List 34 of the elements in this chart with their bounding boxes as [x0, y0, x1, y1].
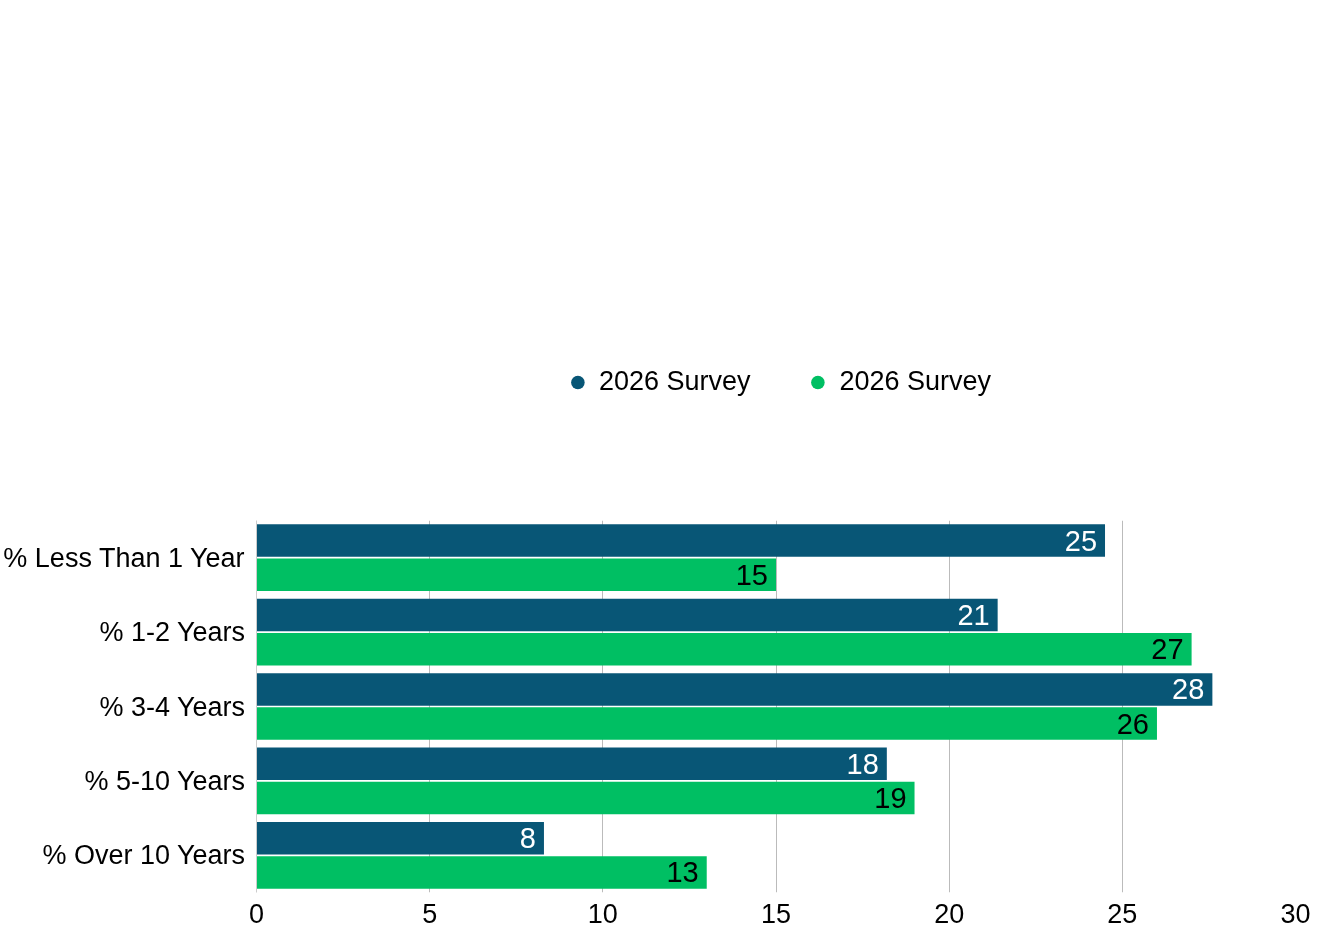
- bar: [256, 632, 1192, 666]
- bar: [256, 821, 544, 855]
- bar: [256, 558, 776, 592]
- data-label: 26: [1116, 707, 1149, 740]
- bar: [256, 856, 707, 889]
- data-label: 8: [519, 822, 536, 855]
- x-tick-label: 30: [1280, 898, 1311, 929]
- data-label: 19: [874, 782, 907, 815]
- bar: [256, 707, 1157, 740]
- x-tick-label: 0: [248, 898, 265, 929]
- x-tick-label: 15: [760, 898, 792, 929]
- data-label: 15: [735, 558, 769, 591]
- data-label: 27: [1151, 633, 1184, 666]
- x-tick-label: 5: [422, 898, 438, 929]
- bar: [256, 781, 915, 815]
- y-tick-label: % Less Than 1 Year: [3, 542, 245, 573]
- x-tick-label: 25: [1107, 898, 1138, 929]
- y-tick-label: % 1-2 Years: [99, 617, 246, 648]
- data-label: 25: [1064, 524, 1098, 557]
- y-tick-label: % 5-10 Years: [84, 765, 246, 796]
- data-label: 28: [1172, 673, 1205, 706]
- x-tick-label: 10: [587, 898, 618, 929]
- data-label: 18: [846, 747, 879, 780]
- bar: [256, 673, 1213, 706]
- bar: [256, 747, 887, 781]
- bar: [256, 598, 998, 632]
- y-tick-label: % Over 10 Years: [42, 840, 246, 871]
- data-label: 21: [957, 598, 990, 631]
- bar: [256, 524, 1106, 557]
- y-tick-label: % 3-4 Years: [99, 691, 246, 722]
- data-label: 13: [666, 856, 699, 889]
- legend-label: 2026 Survey: [839, 366, 992, 397]
- x-tick-label: 20: [934, 898, 965, 929]
- legend-label: 2026 Survey: [598, 366, 751, 397]
